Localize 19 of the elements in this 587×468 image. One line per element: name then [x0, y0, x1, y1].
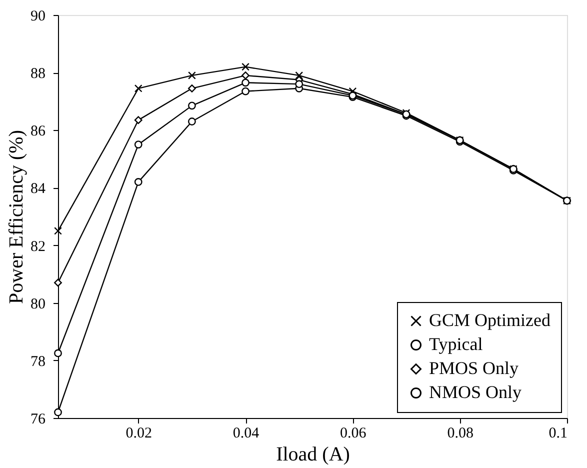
legend-label: GCM Optimized — [429, 310, 550, 330]
x-tick-label: 0.04 — [232, 426, 260, 442]
x-tick-label: 0.06 — [340, 426, 367, 442]
y-tick-label: 90 — [30, 8, 46, 24]
y-tick-label: 80 — [30, 296, 46, 312]
x-tick-label: 0.1 — [548, 426, 568, 442]
legend-label: PMOS Only — [429, 358, 519, 378]
x-tick-label: 0.02 — [126, 426, 152, 442]
y-tick-label: 82 — [30, 238, 46, 255]
y-tick-label: 76 — [30, 412, 46, 428]
legend-label: Typical — [429, 334, 483, 354]
y-tick-label: 88 — [30, 66, 46, 82]
y-tick-label: 86 — [30, 124, 46, 140]
y-tick-label: 84 — [30, 181, 46, 198]
x-axis-title: Iload (A) — [276, 444, 350, 466]
y-axis-title: Power Efficiency (%) — [6, 130, 28, 304]
x-tick-label: 0.08 — [447, 426, 474, 442]
y-tick-label: 78 — [30, 354, 46, 370]
legend-label: NMOS Only — [429, 382, 522, 402]
